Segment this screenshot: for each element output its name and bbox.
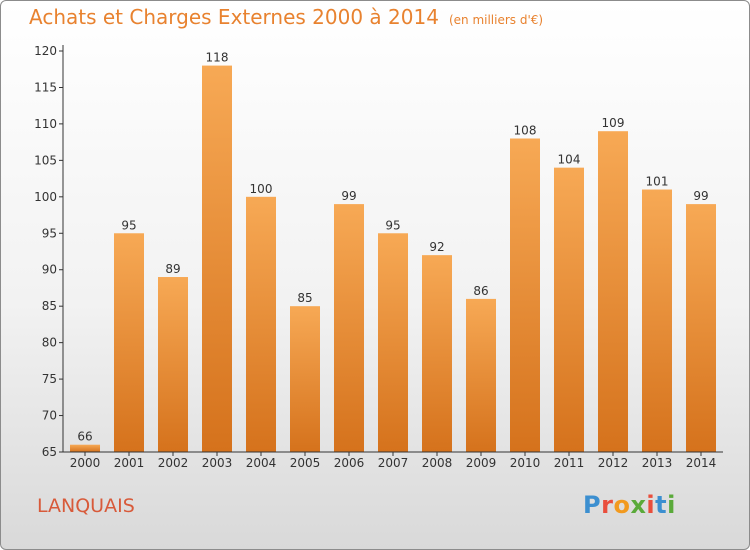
- logo-letter: x: [630, 491, 647, 519]
- bar-2008: [422, 255, 452, 452]
- logo-letter: r: [601, 491, 614, 519]
- bar-2000: [70, 444, 100, 452]
- bar-2001: [114, 233, 144, 452]
- data-label-2000: 66: [77, 430, 92, 444]
- x-tick-label: 2000: [70, 456, 101, 470]
- data-label-2008: 92: [429, 240, 444, 254]
- logo-letter: t: [655, 491, 668, 519]
- data-label-2003: 118: [206, 51, 229, 65]
- data-label-2002: 89: [165, 262, 180, 276]
- bar-2004: [246, 196, 276, 452]
- bar-2005: [290, 306, 320, 452]
- logo-letter: i: [646, 491, 656, 519]
- bar-2012: [598, 131, 628, 452]
- logo-letter: i: [667, 491, 676, 519]
- bar-2011: [554, 167, 584, 452]
- y-tick-label: 75: [42, 372, 57, 386]
- bars: 66 95 89 118 100 85 99 95 92 86 108 104 109 101 99: [70, 51, 716, 452]
- y-tick-label: 115: [34, 80, 57, 94]
- chart-title-text: Achats et Charges Externes 2000 à 2014: [29, 5, 439, 29]
- x-tick-label: 2010: [510, 456, 541, 470]
- data-label-2004: 100: [250, 182, 273, 196]
- y-tick-label: 95: [42, 226, 57, 240]
- data-label-2009: 86: [473, 284, 488, 298]
- y-axis: 65 70 75 80 85 90 95 100 105 110 115 120: [34, 44, 64, 459]
- x-tick-label: 2003: [202, 456, 233, 470]
- x-tick-label: 2009: [466, 456, 497, 470]
- y-tick-label: 90: [42, 263, 57, 277]
- data-label-2006: 99: [341, 189, 356, 203]
- logo-letter: P: [583, 491, 602, 519]
- x-axis: 2000 2001 2002 2003 2004 2005 2006 2007 2008 2009…: [63, 451, 723, 470]
- x-tick-label: 2012: [598, 456, 629, 470]
- y-tick-label: 70: [42, 409, 57, 423]
- data-label-2013: 101: [646, 175, 669, 189]
- proxiti-logo: Proxiti: [583, 491, 676, 519]
- bar-2009: [466, 298, 496, 452]
- y-tick-label: 105: [34, 153, 57, 167]
- data-label-2001: 95: [121, 218, 136, 232]
- bar-2014: [686, 204, 716, 452]
- bar-2010: [510, 138, 540, 452]
- y-tick-label: 80: [42, 336, 57, 350]
- x-tick-label: 2006: [334, 456, 365, 470]
- bar-2013: [642, 189, 672, 452]
- y-tick-label: 100: [34, 190, 57, 204]
- commune-name: LANQUAIS: [37, 495, 135, 517]
- data-label-2011: 104: [558, 153, 581, 167]
- logo-letter: o: [613, 491, 631, 519]
- data-label-2007: 95: [385, 218, 400, 232]
- data-label-2005: 85: [297, 291, 312, 305]
- bar-2006: [334, 204, 364, 452]
- chart-title: Achats et Charges Externes 2000 à 2014 (e…: [29, 5, 543, 29]
- bar-2003: [202, 65, 232, 452]
- x-tick-label: 2011: [554, 456, 585, 470]
- x-tick-label: 2014: [686, 456, 717, 470]
- y-tick-label: 85: [42, 299, 57, 313]
- x-tick-label: 2004: [246, 456, 277, 470]
- x-tick-label: 2005: [290, 456, 321, 470]
- x-tick-label: 2013: [642, 456, 673, 470]
- bar-2002: [158, 277, 188, 452]
- x-tick-label: 2002: [158, 456, 189, 470]
- y-tick-label: 110: [34, 117, 57, 131]
- data-label-2014: 99: [693, 189, 708, 203]
- bar-2007: [378, 233, 408, 452]
- y-tick-label: 65: [42, 445, 57, 459]
- data-label-2010: 108: [514, 123, 537, 137]
- x-tick-label: 2008: [422, 456, 453, 470]
- chart-unit: (en milliers d'€): [448, 13, 544, 27]
- x-tick-label: 2007: [378, 456, 409, 470]
- data-label-2012: 109: [602, 116, 625, 130]
- x-tick-label: 2001: [114, 456, 145, 470]
- y-tick-label: 120: [34, 44, 57, 58]
